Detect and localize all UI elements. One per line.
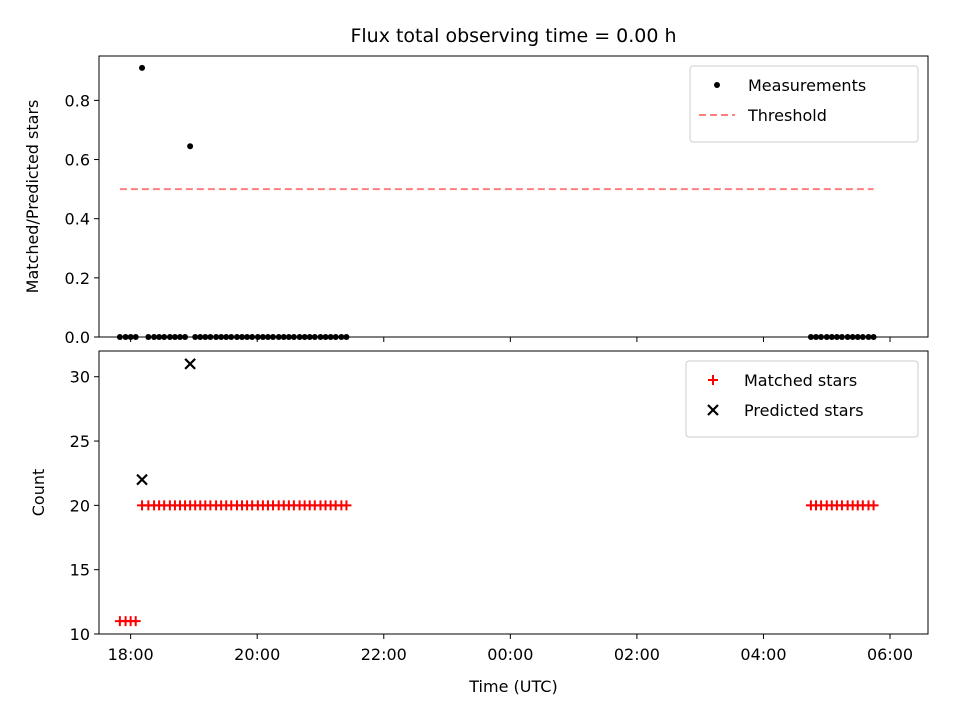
legend-marker — [708, 375, 718, 385]
legend-label: Measurements — [748, 76, 866, 95]
legend-entry: Measurements — [714, 76, 866, 95]
legend: Matched stars Predicted stars — [685, 360, 919, 438]
measurement-point — [139, 64, 146, 71]
legend-marker — [707, 404, 719, 416]
x-tick-label: 02:00 — [614, 645, 660, 664]
y-tick-label: 0.2 — [65, 269, 90, 288]
y-tick-label: 30 — [70, 368, 90, 387]
legend-label: Threshold — [747, 106, 827, 125]
top-plot-panel: 0.0 0.2 0.4 0.6 0.8 Measurements Threshold — [65, 55, 929, 347]
y-tick-label: 0.0 — [65, 328, 90, 347]
x-tick-label: 06:00 — [867, 645, 913, 664]
bottom-y-axis-label: Count — [29, 469, 48, 517]
chart-title: Flux total observing time = 0.00 h — [350, 25, 676, 47]
legend-box — [689, 65, 919, 143]
legend-label: Predicted stars — [744, 401, 864, 420]
predicted-star-marker — [136, 473, 148, 486]
x-tick-label: 04:00 — [740, 645, 786, 664]
y-tick-label: 15 — [70, 561, 90, 580]
matched-star-marker — [868, 500, 879, 511]
top-y-axis-label: Matched/Predicted stars — [23, 100, 42, 294]
y-tick-label: 25 — [70, 432, 90, 451]
y-tick-label: 0.6 — [65, 151, 90, 170]
y-tick-label: 20 — [70, 496, 90, 515]
legend-box — [685, 360, 919, 438]
matched-star-marker — [341, 500, 352, 511]
bottom-plot-panel: 10 15 20 25 30 18:00 20:00 22:00 00:00 02:00 04:00… — [70, 350, 929, 664]
x-tick-label: 22:00 — [361, 645, 407, 664]
legend-marker — [714, 82, 720, 88]
x-tick-label: 00:00 — [487, 645, 533, 664]
x-tick-label: 18:00 — [108, 645, 154, 664]
axes-frame — [98, 350, 929, 635]
x-axis-label: Time (UTC) — [468, 677, 557, 696]
predicted-star-marker — [184, 358, 196, 370]
x-tick-label: 20:00 — [234, 645, 280, 664]
legend-entry: Matched stars — [708, 371, 857, 390]
y-tick-label: 10 — [70, 625, 90, 644]
matched-star-marker — [130, 616, 141, 627]
legend-entry: Predicted stars — [707, 401, 864, 420]
axes-frame — [98, 55, 929, 338]
legend-entry: Threshold — [699, 106, 827, 125]
legend-label: Matched stars — [744, 371, 857, 390]
y-tick-label: 0.8 — [65, 91, 90, 110]
y-tick-label: 0.4 — [65, 210, 90, 229]
measurement-point — [187, 143, 194, 150]
legend: Measurements Threshold — [689, 65, 919, 143]
